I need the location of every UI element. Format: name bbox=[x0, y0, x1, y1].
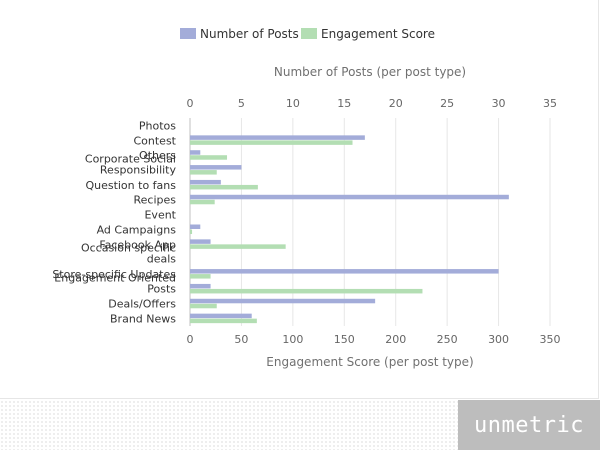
category-label: Store-specific Updates bbox=[52, 268, 176, 281]
category-label: Others bbox=[139, 149, 176, 162]
tick-labels: 0 50 100 150 200 250 300 350 0 5 10 15 20 25 30 35 bbox=[187, 97, 561, 346]
category-label: Event bbox=[144, 209, 176, 222]
category-label: Ad Campaigns bbox=[97, 223, 177, 236]
bar-number-of-posts[interactable] bbox=[190, 269, 499, 274]
brand-box: unmetric bbox=[458, 400, 600, 450]
legend[interactable]: Number of Posts Engagement Score bbox=[180, 27, 435, 41]
bottom-tick-label: 50 bbox=[234, 333, 248, 346]
top-tick-label: 15 bbox=[337, 97, 351, 110]
bar-number-of-posts[interactable] bbox=[190, 194, 509, 200]
bar-engagement-score[interactable] bbox=[190, 244, 286, 249]
category-label: Deals/Offers bbox=[108, 298, 176, 311]
top-tick-label: 10 bbox=[286, 97, 300, 110]
category-label: Occasion specific deals bbox=[81, 242, 176, 266]
top-tick-label: 30 bbox=[492, 97, 506, 110]
bar-engagement-score[interactable] bbox=[190, 229, 193, 235]
bar-engagement-score[interactable] bbox=[190, 184, 258, 190]
brand-logo: unmetric bbox=[474, 412, 584, 438]
category-label: Facebook App bbox=[99, 238, 176, 251]
top-tick-label: 35 bbox=[543, 97, 557, 110]
bar-engagement-score[interactable] bbox=[190, 274, 211, 279]
category-label: Photos bbox=[139, 119, 176, 132]
legend-label-posts[interactable]: Number of Posts bbox=[200, 27, 299, 41]
top-tick-label: 0 bbox=[187, 97, 194, 110]
category-label: Recipes bbox=[133, 194, 176, 207]
category-label: Contest bbox=[133, 134, 176, 147]
bar-number-of-posts[interactable] bbox=[190, 283, 211, 289]
bottom-tick-label: 300 bbox=[488, 333, 509, 346]
bottom-tick-label: 350 bbox=[540, 333, 561, 346]
top-tick-label: 5 bbox=[238, 97, 245, 110]
bottom-tick-label: 0 bbox=[187, 333, 194, 346]
bar-number-of-posts[interactable] bbox=[190, 239, 211, 244]
bottom-tick-label: 100 bbox=[282, 333, 303, 346]
top-tick-label: 25 bbox=[440, 97, 454, 110]
bottom-tick-label: 250 bbox=[437, 333, 458, 346]
legend-swatch-posts bbox=[180, 28, 196, 39]
category-label: Engagement Oriented Posts bbox=[54, 271, 176, 295]
bottom-axis-title: Engagement Score (per post type) bbox=[266, 355, 473, 369]
bar-number-of-posts[interactable] bbox=[190, 165, 242, 170]
bar-number-of-posts[interactable] bbox=[190, 135, 365, 140]
top-axis-title: Number of Posts (per post type) bbox=[274, 65, 466, 79]
bar-number-of-posts[interactable] bbox=[190, 298, 376, 304]
bar-number-of-posts[interactable] bbox=[190, 150, 201, 155]
bars bbox=[190, 135, 509, 324]
category-label: Question to fans bbox=[85, 179, 176, 192]
footer: unmetric bbox=[0, 400, 600, 450]
bar-number-of-posts[interactable] bbox=[190, 313, 252, 319]
bar-engagement-score[interactable] bbox=[190, 140, 353, 145]
bar-number-of-posts[interactable] bbox=[190, 224, 201, 230]
bar-chart: Number of Posts Engagement Score Number … bbox=[52, 27, 561, 369]
legend-swatch-engagement bbox=[301, 28, 317, 39]
bar-engagement-score[interactable] bbox=[190, 318, 257, 324]
category-label: Corporate Social Responsibility bbox=[85, 153, 177, 177]
legend-label-engagement[interactable]: Engagement Score bbox=[321, 27, 435, 41]
bar-engagement-score[interactable] bbox=[190, 303, 217, 309]
bar-engagement-score[interactable] bbox=[190, 199, 215, 205]
bar-number-of-posts[interactable] bbox=[190, 179, 221, 185]
grid-lines bbox=[189, 118, 551, 326]
bottom-tick-label: 200 bbox=[385, 333, 406, 346]
bottom-tick-label: 150 bbox=[334, 333, 355, 346]
bar-engagement-score[interactable] bbox=[190, 155, 228, 160]
bar-engagement-score[interactable] bbox=[190, 288, 423, 294]
chart-card: Number of Posts Engagement Score Number … bbox=[0, 0, 599, 399]
category-label: Brand News bbox=[110, 313, 176, 326]
footer-pattern bbox=[0, 400, 458, 450]
top-tick-label: 20 bbox=[389, 97, 403, 110]
bar-engagement-score[interactable] bbox=[190, 170, 217, 175]
